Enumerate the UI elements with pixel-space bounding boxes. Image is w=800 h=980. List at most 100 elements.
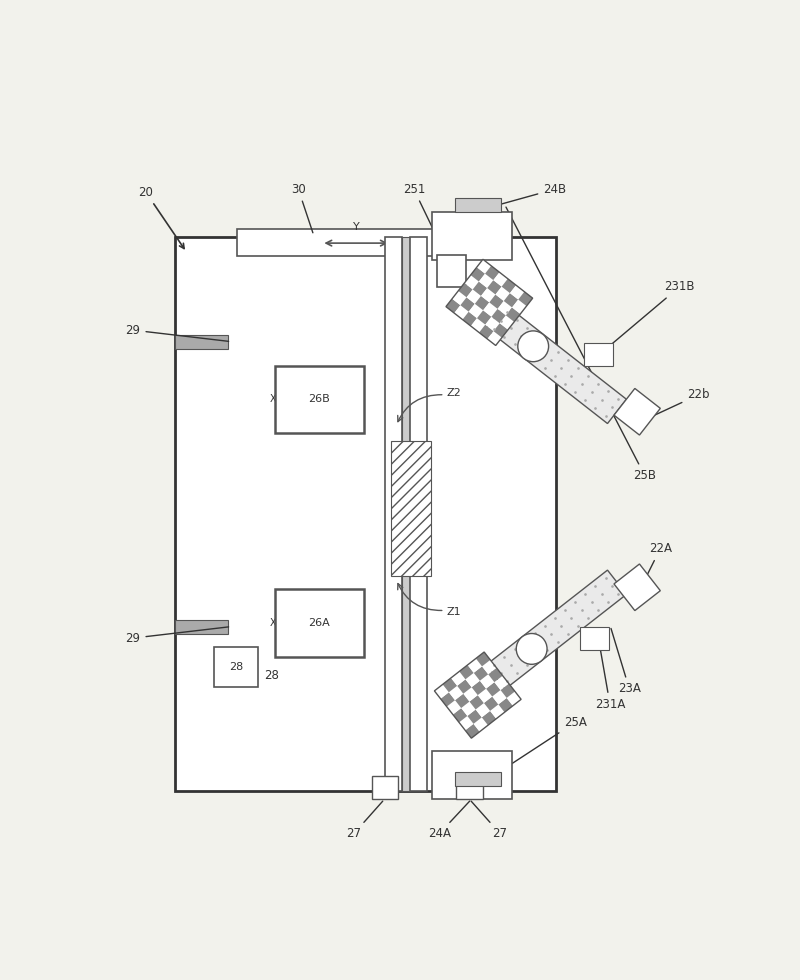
Polygon shape <box>495 286 510 301</box>
Polygon shape <box>510 285 524 300</box>
Polygon shape <box>446 299 460 313</box>
Bar <box>454 772 501 786</box>
Polygon shape <box>500 316 514 329</box>
Text: 22b: 22b <box>651 388 710 416</box>
Polygon shape <box>465 275 479 289</box>
Bar <box>275 366 364 433</box>
Polygon shape <box>453 709 467 722</box>
Polygon shape <box>494 272 508 286</box>
Text: 251: 251 <box>402 182 443 251</box>
Text: 27: 27 <box>346 801 382 840</box>
Polygon shape <box>471 318 486 332</box>
Polygon shape <box>476 703 490 717</box>
Polygon shape <box>463 687 478 702</box>
Bar <box>275 589 364 657</box>
Polygon shape <box>480 674 494 689</box>
Polygon shape <box>490 705 505 718</box>
Polygon shape <box>494 323 508 338</box>
Bar <box>431 213 513 260</box>
Bar <box>402 237 410 792</box>
Bar <box>454 198 501 212</box>
Circle shape <box>518 331 549 362</box>
Polygon shape <box>506 692 521 706</box>
Text: 24A: 24A <box>428 801 470 840</box>
Bar <box>175 237 556 792</box>
Text: 29: 29 <box>126 627 229 645</box>
Bar <box>437 255 466 287</box>
Text: 20: 20 <box>138 186 184 249</box>
Text: 30: 30 <box>291 182 313 233</box>
Polygon shape <box>441 692 455 707</box>
Polygon shape <box>467 659 482 673</box>
Bar <box>431 752 513 799</box>
Polygon shape <box>584 343 614 367</box>
Bar <box>175 619 227 633</box>
Polygon shape <box>458 283 473 297</box>
Polygon shape <box>477 311 491 324</box>
Polygon shape <box>457 679 471 694</box>
Polygon shape <box>490 295 504 309</box>
Polygon shape <box>459 716 474 730</box>
Text: 27: 27 <box>471 801 507 840</box>
Polygon shape <box>470 695 484 710</box>
Polygon shape <box>459 665 474 679</box>
Text: 25B: 25B <box>506 207 656 482</box>
Polygon shape <box>481 288 495 303</box>
Text: 26A: 26A <box>308 617 330 628</box>
Text: 28: 28 <box>265 668 279 681</box>
Polygon shape <box>476 652 490 666</box>
Polygon shape <box>467 710 482 724</box>
Polygon shape <box>498 698 513 712</box>
Polygon shape <box>486 305 626 423</box>
Polygon shape <box>614 564 660 611</box>
Polygon shape <box>487 280 502 295</box>
Text: 29: 29 <box>126 323 229 341</box>
Bar <box>214 648 258 687</box>
Text: X2: X2 <box>270 394 283 405</box>
Bar <box>410 237 427 792</box>
Polygon shape <box>449 686 463 700</box>
Polygon shape <box>460 297 475 312</box>
Bar <box>371 776 398 799</box>
Polygon shape <box>477 260 491 273</box>
Polygon shape <box>486 682 501 697</box>
Bar <box>175 335 227 349</box>
Polygon shape <box>614 388 660 435</box>
Polygon shape <box>483 303 498 317</box>
Text: 231B: 231B <box>609 280 694 347</box>
Polygon shape <box>502 278 516 293</box>
Polygon shape <box>479 324 494 339</box>
Polygon shape <box>475 296 490 311</box>
Text: 231A: 231A <box>594 643 625 710</box>
Text: 25A: 25A <box>480 715 587 784</box>
Polygon shape <box>470 268 485 281</box>
Polygon shape <box>501 684 515 698</box>
Polygon shape <box>454 305 469 319</box>
Polygon shape <box>451 671 466 686</box>
Polygon shape <box>442 678 457 692</box>
Polygon shape <box>485 266 499 280</box>
Bar <box>237 229 475 256</box>
Polygon shape <box>466 289 481 304</box>
Polygon shape <box>580 627 610 651</box>
Polygon shape <box>486 317 500 331</box>
Text: 24B: 24B <box>474 182 566 212</box>
Polygon shape <box>474 666 488 681</box>
Text: 22A: 22A <box>646 542 672 577</box>
Bar <box>386 237 402 792</box>
Polygon shape <box>492 690 506 705</box>
Polygon shape <box>512 300 526 314</box>
Polygon shape <box>482 660 497 674</box>
Polygon shape <box>486 570 626 689</box>
Polygon shape <box>518 292 533 306</box>
Text: Y: Y <box>353 222 359 232</box>
Polygon shape <box>498 301 512 316</box>
Text: Z2: Z2 <box>447 388 462 398</box>
Polygon shape <box>434 684 449 699</box>
Text: 26B: 26B <box>308 394 330 405</box>
Polygon shape <box>506 308 520 321</box>
Bar <box>390 441 430 575</box>
Polygon shape <box>474 717 488 732</box>
Text: 28: 28 <box>229 662 243 672</box>
Polygon shape <box>487 331 502 346</box>
